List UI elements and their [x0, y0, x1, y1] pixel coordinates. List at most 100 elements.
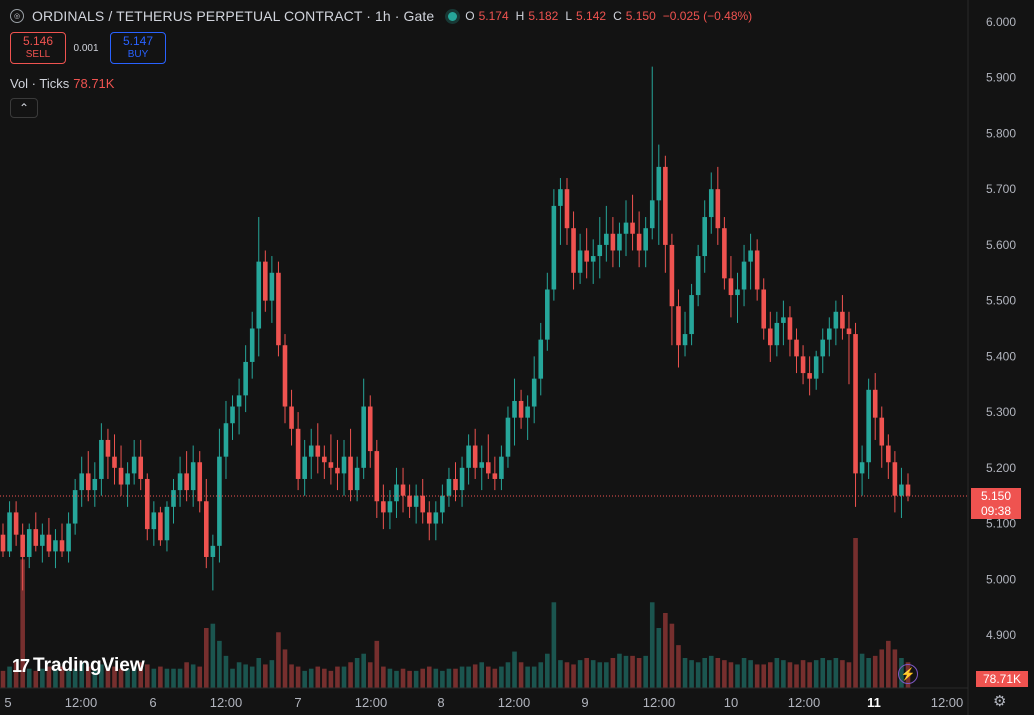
- candle: [118, 445, 124, 496]
- volume-bar: [105, 668, 111, 688]
- volume-indicator-legend[interactable]: Vol · Ticks 78.71K: [10, 76, 114, 91]
- candle-body: [59, 540, 65, 552]
- volume-bar: [335, 666, 340, 688]
- candle-body: [112, 456, 117, 468]
- volume-indicator-label: Vol · Ticks: [10, 76, 70, 91]
- candle-body: [190, 462, 196, 491]
- candle: [551, 189, 557, 301]
- candle: [708, 172, 714, 234]
- candle: [26, 523, 32, 569]
- volume-bar: [820, 658, 826, 688]
- candle-body: [20, 534, 25, 557]
- volume-value-badge-bg: [976, 671, 1028, 687]
- candle: [315, 423, 321, 474]
- time-axis[interactable]: 5 12:00 6 12:00 7 12:00 8 12:00 9 12:00 10 12:00 11 1…: [4, 695, 963, 710]
- volume-bar: [348, 662, 353, 688]
- candle: [879, 406, 885, 468]
- time-tick-label: 12:00: [355, 695, 388, 710]
- candle-body: [767, 328, 773, 346]
- candle-body: [204, 501, 209, 557]
- volume-bar: [859, 653, 865, 688]
- candle: [872, 373, 878, 440]
- candle: [787, 306, 793, 357]
- collapse-legend-button[interactable]: ⌃: [10, 98, 38, 118]
- volume-bar: [0, 670, 6, 688]
- candle: [485, 434, 491, 479]
- candle: [158, 506, 163, 546]
- volume-bar: [269, 660, 275, 688]
- volume-bar: [715, 658, 721, 688]
- candle-body: [361, 406, 366, 468]
- volume-indicator-value: 78.71K: [73, 76, 115, 91]
- candle: [794, 328, 799, 374]
- time-tick-label: 12:00: [643, 695, 676, 710]
- open-value: 5.174: [478, 9, 509, 23]
- candle: [577, 233, 583, 284]
- volume-bar: [663, 613, 668, 688]
- price-axis[interactable]: 6.000 5.900 5.800 5.700 5.600 5.500 5.400 5.300…: [986, 15, 1016, 642]
- buy-button[interactable]: 5.147 BUY: [110, 32, 166, 64]
- candle: [610, 217, 616, 268]
- time-tick-label: 11: [867, 695, 881, 710]
- candle: [210, 534, 216, 591]
- volume-bar: [394, 670, 399, 688]
- candle: [499, 445, 504, 491]
- volume-bar: [492, 668, 498, 688]
- candle: [813, 350, 819, 390]
- volume-bar: [302, 670, 307, 688]
- symbol-title[interactable]: ORDINALS / TETHERUS PERPETUAL CONTRACT ·…: [32, 8, 435, 24]
- candle-body: [328, 462, 334, 468]
- candle: [59, 523, 65, 557]
- volume-bar: [426, 666, 432, 688]
- gear-icon[interactable]: ⚙: [993, 693, 1007, 710]
- volume-bar: [164, 668, 170, 688]
- candle-body: [571, 228, 576, 273]
- candle-body: [144, 478, 150, 530]
- candle: [781, 300, 786, 346]
- lightning-icon[interactable]: ⚡: [898, 664, 918, 684]
- volume-bar: [571, 664, 576, 688]
- volume-bar: [446, 668, 452, 688]
- volume-bar: [197, 666, 203, 688]
- candle-body: [72, 490, 78, 524]
- candle-body: [630, 222, 635, 234]
- price-tick-label: 5.100: [986, 517, 1016, 531]
- volume-bar: [466, 666, 471, 688]
- candle-body: [702, 217, 707, 257]
- candle: [702, 200, 707, 273]
- time-tick-label: 5: [4, 695, 11, 710]
- price-tick-label: 5.200: [986, 461, 1016, 475]
- volume-bar: [577, 660, 583, 688]
- trade-panel: 5.146 SELL 0.001 5.147 BUY: [10, 32, 166, 64]
- candle-body: [40, 534, 45, 546]
- candle-body: [131, 456, 137, 474]
- candle: [361, 378, 366, 479]
- candle: [40, 523, 45, 563]
- volume-bar: [728, 662, 734, 688]
- candle-body: [105, 439, 111, 457]
- volume-bar: [125, 668, 130, 688]
- candle-body: [879, 417, 885, 446]
- volume-bar: [813, 660, 819, 688]
- candle: [341, 439, 347, 496]
- tradingview-logo[interactable]: 17 TradingView: [12, 655, 145, 677]
- volume-bar: [531, 666, 537, 688]
- open-label: O: [465, 9, 475, 23]
- low-value: 5.142: [576, 9, 607, 23]
- candle-body: [485, 462, 491, 474]
- time-tick-label: 9: [581, 695, 588, 710]
- candle-body: [315, 445, 321, 457]
- price-tick-label: 5.300: [986, 405, 1016, 419]
- candle-body: [308, 445, 314, 457]
- candle: [433, 501, 439, 541]
- candle-body: [512, 400, 517, 418]
- volume-bar: [518, 662, 524, 688]
- volume-bar: [276, 632, 281, 688]
- candle: [72, 478, 78, 535]
- candle-body: [92, 478, 98, 491]
- sell-button[interactable]: 5.146 SELL: [10, 32, 66, 64]
- candle: [0, 523, 6, 557]
- volume-bar: [308, 668, 314, 688]
- volume-bar: [354, 658, 360, 688]
